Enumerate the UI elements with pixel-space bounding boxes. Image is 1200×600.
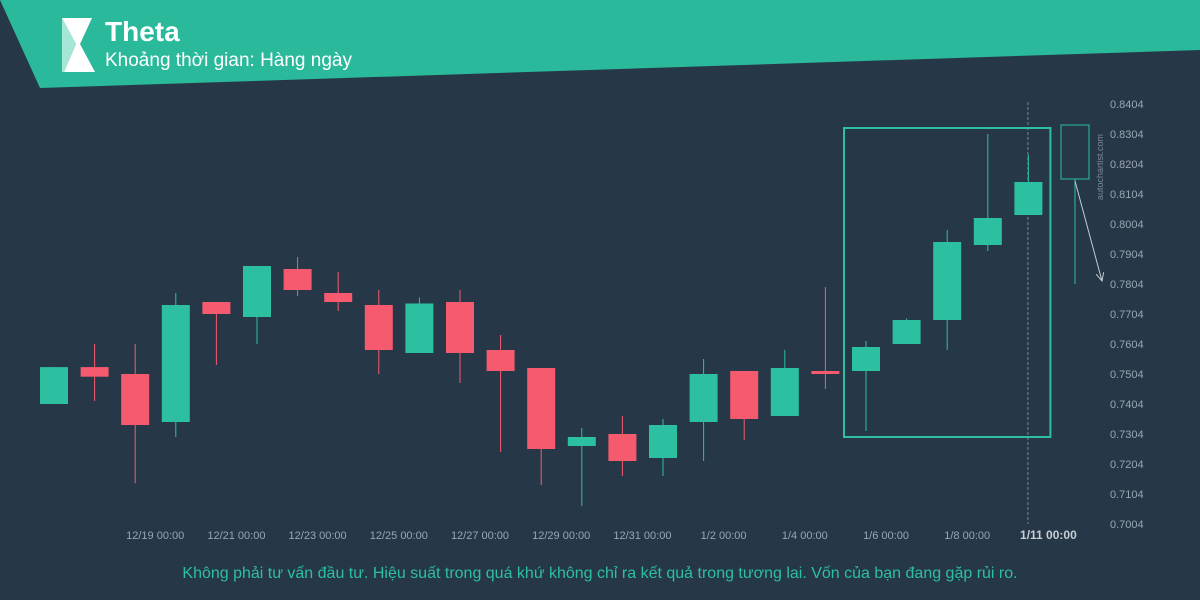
x-axis-tick-label: 12/23 00:00 <box>289 530 347 542</box>
bearish-candle <box>608 434 637 461</box>
bearish-candle <box>283 269 312 290</box>
bullish-candle <box>1014 182 1043 215</box>
bullish-candle <box>933 242 962 320</box>
y-axis-tick-label: 0.8304 <box>1110 129 1144 141</box>
y-axis-tick-label: 0.7904 <box>1110 249 1144 261</box>
bearish-candle <box>730 371 759 419</box>
bearish-candle <box>121 374 150 425</box>
header-banner <box>0 0 1200 88</box>
pattern-box <box>843 127 1052 438</box>
risk-disclaimer: Không phải tư vấn đầu tư. Hiệu suất tron… <box>182 565 1018 582</box>
bearish-candle <box>527 368 556 449</box>
bearish-candle <box>486 350 515 371</box>
bearish-candle <box>80 367 109 377</box>
y-axis-tick-label: 0.7704 <box>1110 309 1144 321</box>
x-axis-tick-label: 1/6 00:00 <box>863 530 909 542</box>
autochartist-logo-icon <box>62 18 95 72</box>
y-axis-tick-label: 0.8004 <box>1110 219 1144 231</box>
y-axis-tick-label: 0.7304 <box>1110 429 1144 441</box>
bullish-candle <box>567 437 596 446</box>
x-axis-tick-label: 12/21 00:00 <box>207 530 265 542</box>
bullish-candle <box>40 367 68 404</box>
bullish-candle <box>649 425 677 458</box>
y-axis-tick-label: 0.7504 <box>1110 369 1144 381</box>
candlestick-plot: 0.8404 0.8304 0.8204 0.8104 0.8004 0.7904 0.78… <box>40 99 1144 542</box>
bearish-candle <box>446 302 474 353</box>
bullish-candle <box>405 303 434 353</box>
bearish-candle <box>324 293 353 302</box>
bullish-candle <box>892 320 921 344</box>
bullish-candle <box>243 266 271 317</box>
y-axis-tick-label: 0.8204 <box>1110 159 1144 171</box>
page-title: Theta <box>105 16 180 47</box>
bearish-candle <box>202 302 231 314</box>
y-axis-tick-label: 0.7404 <box>1110 399 1144 411</box>
x-axis-tick-label: 1/4 00:00 <box>782 530 828 542</box>
forecast-arrow-head <box>1095 272 1105 283</box>
bullish-candle <box>161 305 190 422</box>
y-axis-tick-label: 0.7604 <box>1110 339 1144 351</box>
y-axis-tick-label: 0.8404 <box>1110 99 1144 111</box>
x-axis-tick-label: 12/27 00:00 <box>451 530 509 542</box>
x-axis-tick-label: 12/29 00:00 <box>532 530 590 542</box>
x-axis-tick-label: 12/25 00:00 <box>370 530 428 542</box>
x-axis-tick-label: 1/2 00:00 <box>701 530 747 542</box>
bullish-candle <box>770 368 799 416</box>
bullish-candle <box>973 218 1002 245</box>
y-axis-tick-label: 0.8104 <box>1110 189 1144 201</box>
x-axis-tick-label: 12/31 00:00 <box>613 530 671 542</box>
x-axis-tick-label: 1/11 00:00 <box>1020 528 1077 542</box>
y-axis-tick-label: 0.7104 <box>1110 489 1144 501</box>
bearish-candle <box>364 305 393 350</box>
y-axis-tick-label: 0.7804 <box>1110 279 1144 291</box>
forecast-arrow-line <box>1074 180 1103 282</box>
bearish-candle <box>811 371 840 374</box>
bullish-candle <box>852 347 880 371</box>
x-axis-tick-label: 1/8 00:00 <box>944 530 990 542</box>
watermark-text: autochartist.com <box>1095 133 1105 200</box>
x-axis-tick-label: 12/19 00:00 <box>126 530 184 542</box>
forecast-candle <box>1060 124 1090 180</box>
y-axis-tick-label: 0.7204 <box>1110 459 1144 471</box>
timeframe-subtitle: Khoảng thời gian: Hàng ngày <box>105 50 352 71</box>
bullish-candle <box>689 374 718 422</box>
y-axis-tick-label: 0.7004 <box>1110 519 1144 531</box>
